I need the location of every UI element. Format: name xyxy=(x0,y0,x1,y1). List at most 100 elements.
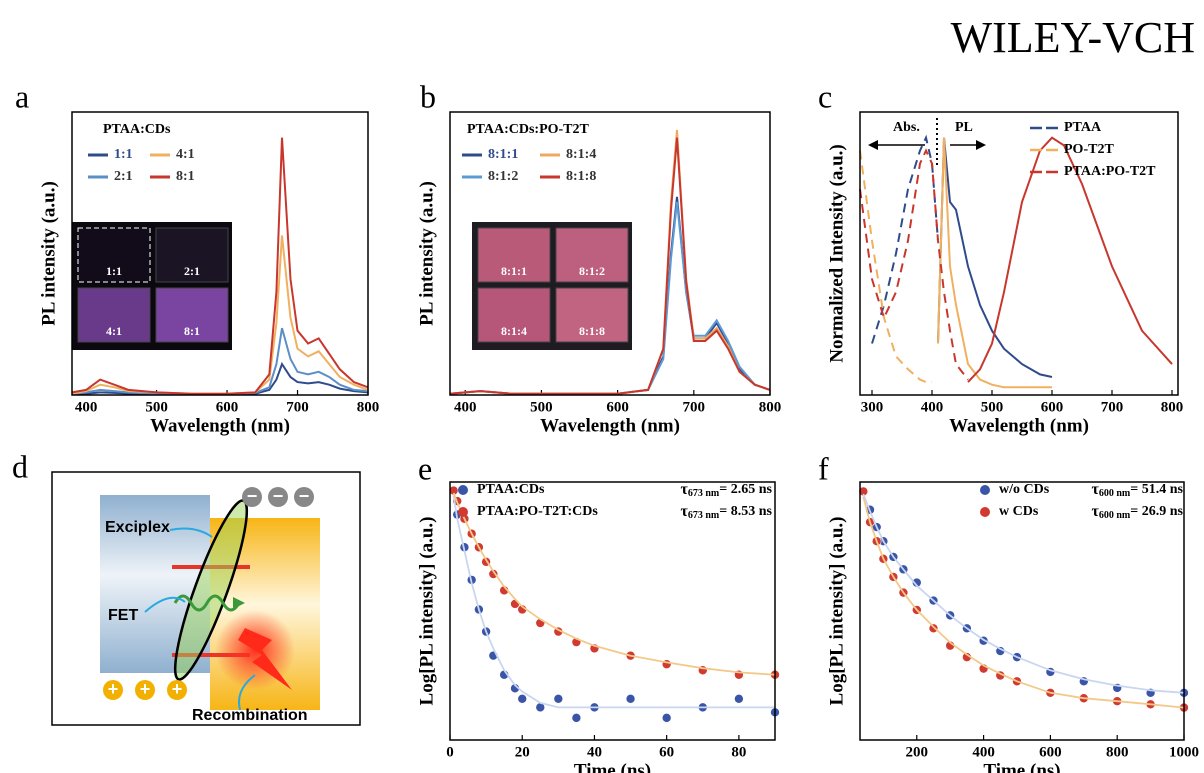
tau-symbol: τ xyxy=(681,503,689,520)
x-axis-title: Wavelength (nm) xyxy=(949,415,1089,436)
x-tick-label: 600 xyxy=(1041,399,1064,415)
x-tick-label: 20 xyxy=(515,744,530,760)
x-tick-label: 500 xyxy=(530,399,553,415)
tau-symbol: τ xyxy=(1092,481,1100,498)
diagram-frame xyxy=(51,471,361,726)
spectrum-line xyxy=(449,137,771,395)
x-tick-label: 40 xyxy=(587,744,602,760)
legend-title: PTAA:CDs:PO-T2T xyxy=(467,122,590,137)
inset-tile xyxy=(477,287,551,343)
decay-point xyxy=(661,713,672,723)
electron xyxy=(294,487,314,507)
plot-frame xyxy=(71,111,369,396)
tau-value: = 51.4 ns xyxy=(1130,482,1183,497)
decay-point xyxy=(571,713,582,723)
fit-line xyxy=(452,495,775,709)
y-axis-title: Log[PL intensity] (a.u.) xyxy=(416,517,437,706)
y-axis-title: Log[PL intensity] (a.u.) xyxy=(826,517,847,706)
x-tick-label: 400 xyxy=(972,744,995,760)
hole xyxy=(167,680,187,700)
decay-point xyxy=(553,693,564,704)
inset-label: 4:1 xyxy=(106,324,122,338)
legend-label: PTAA:PO-T2T:CDs xyxy=(477,504,598,519)
x-axis-title: Wavelength (nm) xyxy=(540,415,680,436)
arrowhead xyxy=(233,597,245,609)
legend-title: PTAA:CDs xyxy=(103,122,171,137)
legend-swatch xyxy=(980,507,990,517)
y-axis-title: Normalized Intensity (a.u.) xyxy=(826,144,847,362)
inset-label: 8:1 xyxy=(184,324,200,338)
legend-label: 8:1:4 xyxy=(566,147,596,162)
legend-label: PTAA:PO-T2T xyxy=(1064,164,1156,179)
charge-symbol: − xyxy=(273,486,284,506)
electron xyxy=(242,487,262,507)
inset-label: 8:1:4 xyxy=(501,324,527,338)
spectrum-line xyxy=(71,327,369,396)
diagram-panel: d Exciplex FET Recombination − − − + + + xyxy=(12,448,361,726)
absorption-line xyxy=(859,150,932,384)
inset-label: 8:1:8 xyxy=(579,324,605,338)
fit-line xyxy=(862,496,1185,709)
fit-line xyxy=(452,492,776,676)
annotation: Abs. xyxy=(893,120,920,135)
x-tick-label: 200 xyxy=(906,744,929,760)
annotation: PL xyxy=(955,120,973,135)
panel-label: b xyxy=(420,78,436,114)
spectrum-line xyxy=(71,361,369,396)
absorption-line xyxy=(871,134,939,344)
x-tick-label: 600 xyxy=(1039,744,1062,760)
pl-line xyxy=(937,137,1053,378)
inset-label: 2:1 xyxy=(184,264,200,278)
legend-swatch xyxy=(458,485,468,495)
decay-point xyxy=(488,569,499,579)
panel-label: c xyxy=(818,78,832,114)
panel-label: d xyxy=(12,448,28,484)
arrowhead xyxy=(868,140,878,150)
legend-label: 8:1:1 xyxy=(488,147,518,162)
fet-wave xyxy=(173,594,241,612)
legend-swatch xyxy=(980,485,990,495)
inset-tile xyxy=(555,227,629,283)
charge-symbol: − xyxy=(247,486,258,506)
legend-label: 8:1 xyxy=(176,169,195,184)
legend-label: PTAA xyxy=(1064,120,1102,135)
decay-point xyxy=(517,693,528,704)
x-tick-label: 60 xyxy=(659,744,674,760)
legend-label: 8:1:2 xyxy=(488,169,518,184)
x-tick-label: 800 xyxy=(759,399,782,415)
x-tick-label: 800 xyxy=(1161,399,1184,415)
exciplex-label: Exciplex xyxy=(105,519,170,536)
legend-label: PTAA:CDs xyxy=(477,482,545,497)
emission-bolt xyxy=(238,628,292,690)
charge-symbol: + xyxy=(172,679,183,699)
inset-tile xyxy=(77,227,151,283)
recombination-label: Recombination xyxy=(192,707,308,724)
inset-tile xyxy=(155,227,229,283)
x-tick-label: 600 xyxy=(606,399,629,415)
decay-point xyxy=(734,693,744,704)
legend-label: 4:1 xyxy=(176,147,195,162)
charge-symbol: − xyxy=(299,486,310,506)
decay-point xyxy=(928,623,939,634)
x-axis-title: Wavelength (nm) xyxy=(150,415,290,436)
x-tick-label: 400 xyxy=(921,399,944,415)
tau-symbol: τ xyxy=(681,481,689,498)
charges: − − − + + + xyxy=(103,486,314,700)
y-axis-title: PL intensity (a.u.) xyxy=(38,181,59,326)
inset-tile xyxy=(477,227,551,283)
pointer xyxy=(144,596,186,613)
pl-line xyxy=(937,137,1052,389)
spectrum-line xyxy=(71,137,369,395)
inset-label: 1:1 xyxy=(106,264,122,278)
legend-swatch xyxy=(458,507,468,517)
tau-value: = 26.9 ns xyxy=(1130,504,1183,519)
hole xyxy=(103,680,123,700)
plot-frame xyxy=(449,111,771,396)
panel-label: e xyxy=(418,450,432,486)
x-tick-label: 700 xyxy=(683,399,706,415)
y-axis-title: PL intensity (a.u.) xyxy=(416,181,437,326)
x-tick-label: 700 xyxy=(286,399,309,415)
x-tick-label: 800 xyxy=(357,399,380,415)
legend-label: 1:1 xyxy=(114,147,133,162)
decay-point xyxy=(625,693,636,704)
